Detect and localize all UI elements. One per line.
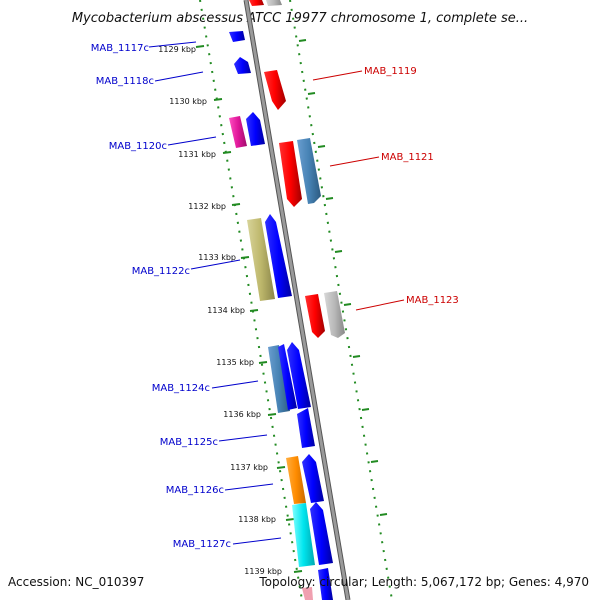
gene-top-red[interactable] bbox=[249, 0, 264, 6]
gene-mab1121-arrow[interactable] bbox=[279, 141, 302, 207]
gene-bottom-arrow[interactable] bbox=[318, 568, 333, 600]
gene-label[interactable]: MAB_1127c bbox=[173, 539, 231, 550]
gene-blue-arrow[interactable] bbox=[287, 342, 311, 409]
tick-mark bbox=[379, 513, 388, 516]
leader-mab1120c bbox=[167, 136, 217, 146]
kbp-label: 1129 kbp bbox=[158, 45, 196, 54]
gene-mab1126c-arrow[interactable] bbox=[302, 454, 324, 503]
tick-mark bbox=[267, 413, 277, 416]
gene-label[interactable]: MAB_1118c bbox=[96, 76, 154, 87]
leader-mab1124c bbox=[211, 380, 259, 389]
gene-mab1117c-arrow[interactable] bbox=[229, 31, 245, 42]
tick-mark bbox=[231, 203, 241, 206]
kbp-label: 1130 kbp bbox=[169, 97, 207, 106]
tick-mark bbox=[361, 408, 370, 411]
tick-mark bbox=[222, 151, 232, 154]
tick-mark bbox=[276, 466, 286, 469]
accession-text: Accession: NC_010397 bbox=[8, 575, 144, 589]
gene-steel-forward-arrow[interactable] bbox=[297, 138, 321, 204]
gene-label[interactable]: MAB_1121 bbox=[381, 152, 434, 163]
leader-mab1125c bbox=[218, 434, 268, 442]
gene-mab1123-arrow[interactable] bbox=[305, 294, 325, 338]
gene-khaki-arrow[interactable] bbox=[247, 218, 275, 301]
leader-mab1127c bbox=[232, 537, 282, 545]
leader-mab1119 bbox=[312, 70, 363, 81]
kbp-label: 1136 kbp bbox=[223, 410, 261, 419]
tick-mark bbox=[334, 250, 343, 253]
tick-mark bbox=[370, 460, 379, 463]
leader-mab1126c bbox=[224, 483, 274, 491]
tick-mark bbox=[285, 518, 295, 521]
gene-mab1120c-arrow[interactable] bbox=[246, 112, 265, 146]
reverse-ring-dotted bbox=[199, 0, 303, 600]
leader-mab1117c bbox=[148, 41, 197, 48]
leader-mab1121 bbox=[329, 156, 380, 167]
tick-mark bbox=[317, 145, 326, 148]
gene-label[interactable]: MAB_1117c bbox=[91, 43, 149, 54]
kbp-ticks bbox=[195, 45, 303, 573]
kbp-label: 1139 kbp bbox=[244, 567, 282, 576]
gene-mab1119-arrow[interactable] bbox=[264, 70, 286, 110]
kbp-label: 1133 kbp bbox=[198, 253, 236, 262]
kbp-label: 1138 kbp bbox=[238, 515, 276, 524]
tick-mark bbox=[352, 355, 361, 358]
gene-label[interactable]: MAB_1125c bbox=[160, 437, 218, 448]
tick-mark bbox=[240, 256, 250, 259]
tick-mark bbox=[213, 98, 223, 101]
gene-label[interactable]: MAB_1123 bbox=[406, 295, 459, 306]
gene-magenta-arrow[interactable] bbox=[229, 116, 247, 148]
gene-label[interactable]: MAB_1122c bbox=[132, 266, 190, 277]
gene-label[interactable]: MAB_1124c bbox=[152, 383, 210, 394]
gene-mab1118c-arrow[interactable] bbox=[234, 57, 251, 74]
leader-mab1123 bbox=[355, 299, 405, 311]
gene-silver-arrow[interactable] bbox=[324, 291, 345, 338]
tick-mark bbox=[298, 39, 307, 42]
gene-mab1127c-arrow[interactable] bbox=[310, 502, 333, 565]
tick-mark bbox=[249, 309, 259, 312]
gene-mab1125c-arrow[interactable] bbox=[297, 408, 315, 448]
gene-label[interactable]: MAB_1126c bbox=[166, 485, 224, 496]
tick-mark bbox=[258, 361, 268, 364]
gene-label[interactable]: MAB_1120c bbox=[109, 141, 167, 152]
topology-text: Topology: circular; Length: 5,067,172 bp… bbox=[258, 575, 589, 589]
gene-bottom-pink[interactable] bbox=[302, 587, 313, 600]
outer-ticks bbox=[298, 39, 388, 516]
gene-label[interactable]: MAB_1119 bbox=[364, 66, 417, 77]
gene-mab1122c-arrow[interactable] bbox=[265, 214, 292, 298]
gene-steel-arrow[interactable] bbox=[268, 345, 290, 413]
gene-mab1124c-arrow[interactable] bbox=[278, 344, 297, 410]
leader-mab1118c bbox=[154, 71, 204, 82]
backbone bbox=[244, 0, 350, 600]
gene-orange-arrow[interactable] bbox=[286, 456, 306, 504]
leader-mab1122c bbox=[190, 259, 241, 270]
tick-mark bbox=[293, 570, 303, 573]
gene-top-silver[interactable] bbox=[266, 0, 282, 6]
tick-mark bbox=[343, 303, 352, 306]
tick-mark bbox=[195, 45, 205, 48]
tick-mark bbox=[325, 197, 334, 200]
kbp-label: 1137 kbp bbox=[230, 463, 268, 472]
kbp-label: 1135 kbp bbox=[216, 358, 254, 367]
kbp-label: 1131 kbp bbox=[178, 150, 216, 159]
gene-cyan-arrow[interactable] bbox=[292, 503, 315, 567]
tick-mark bbox=[307, 92, 316, 95]
kbp-label: 1132 kbp bbox=[188, 202, 226, 211]
kbp-label: 1134 kbp bbox=[207, 306, 245, 315]
map-title: Mycobacterium abscessus ATCC 19977 chrom… bbox=[72, 11, 528, 26]
